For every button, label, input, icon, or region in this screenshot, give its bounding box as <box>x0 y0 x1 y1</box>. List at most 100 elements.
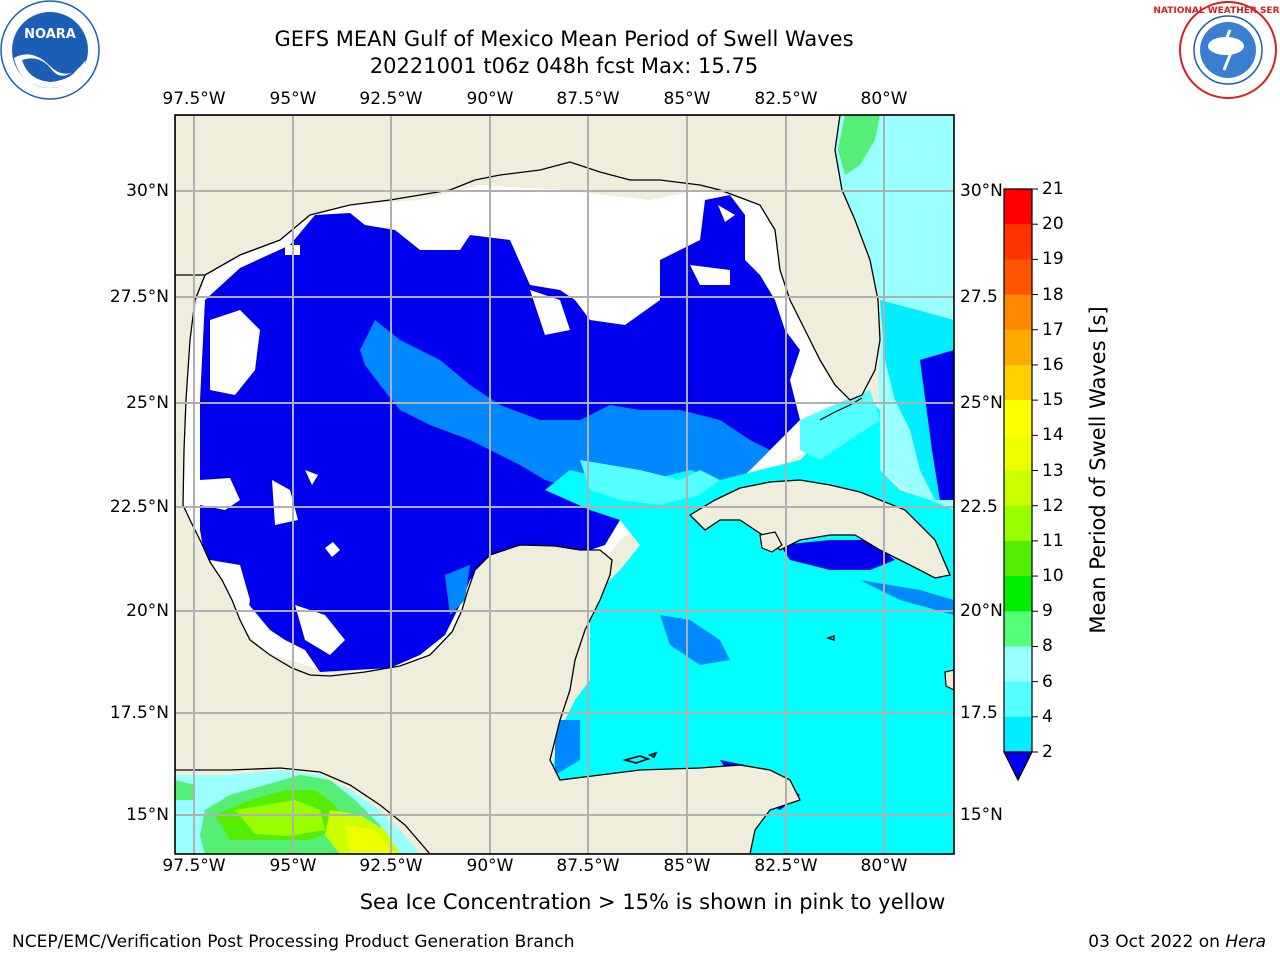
swell-hole-2 <box>200 478 240 510</box>
colorbar-tick-label: 16 <box>1042 354 1064 375</box>
lat-label-right: 20°N <box>960 601 1003 621</box>
footer-host: Hera <box>1225 932 1266 952</box>
colorbar-bin <box>1004 540 1032 577</box>
colorbar-bin <box>1004 576 1032 612</box>
colorbar-tick-label: 8 <box>1042 636 1053 657</box>
colorbar-tick-label: 11 <box>1042 530 1064 551</box>
swell-6-8-straits <box>800 390 880 460</box>
swell-2-4-cuba-south <box>780 540 895 570</box>
colorbar-bin <box>1004 716 1032 753</box>
lon-label-bottom: 95°W <box>269 856 317 876</box>
swell-hole-9 <box>718 205 735 222</box>
lat-label-left: 27.5°N <box>109 287 169 307</box>
land-bay-islands <box>621 755 651 764</box>
lon-label-bottom: 92.5°W <box>359 856 423 876</box>
lat-label-left: 30°N <box>126 181 169 201</box>
colorbar-tick-label: 21 <box>1042 179 1064 199</box>
lon-label-bottom: 97.5°W <box>162 856 226 876</box>
swell-4-6-belize <box>555 720 580 775</box>
colorbar-bin <box>1004 329 1032 366</box>
lon-label-top: 82.5°W <box>754 89 818 109</box>
colorbar-bin <box>1004 435 1032 471</box>
footer-date: 03 Oct 2022 on Hera <box>1088 932 1266 952</box>
swell-hole-8 <box>530 290 570 335</box>
colorbar-bin <box>1004 224 1032 260</box>
swell-hole-10 <box>690 265 730 285</box>
colorbar-tick-label: 17 <box>1042 319 1064 340</box>
swell-2-4-bahamas <box>920 350 954 500</box>
colorbar-tick-label: 10 <box>1042 566 1064 587</box>
colorbar-tick-label: 18 <box>1042 284 1064 305</box>
map-frame <box>174 114 955 855</box>
colorbar-tick-label: 4 <box>1042 706 1053 727</box>
colorbar-bin <box>1004 681 1032 718</box>
colorbar-bin <box>1004 646 1032 683</box>
lat-label-right: 25°N <box>960 393 1003 413</box>
lat-label-right: 27.5 <box>960 287 998 307</box>
lon-label-top: 90°W <box>466 89 514 109</box>
land-isla-juventud <box>759 531 783 553</box>
swell-9-10-atlantic <box>838 115 880 175</box>
nws-logo: NATIONAL WEATHER SERVICE <box>1153 1 1280 99</box>
lat-label-right: 17.5 <box>960 703 998 723</box>
land-cayman <box>825 635 835 641</box>
colorbar-bin <box>1004 505 1032 542</box>
map-area <box>175 115 954 854</box>
colorbar-title: Mean Period of Swell Waves [s] <box>1086 306 1110 634</box>
noaa-logo-name: NOARA <box>24 27 76 42</box>
colorbar-tick-label: 13 <box>1042 460 1064 481</box>
map-gridlines <box>175 115 954 854</box>
colorbar-tick-label: 9 <box>1042 601 1053 622</box>
colorbar-tick-label: 6 <box>1042 671 1053 692</box>
map-subtitle: 20221001 t06z 048h fcst Max: 15.75 <box>369 54 759 78</box>
lon-label-top: 97.5°W <box>162 89 226 109</box>
swell-hole-7 <box>295 605 345 655</box>
colorbar-bin <box>1004 400 1032 436</box>
land-mexico <box>175 115 801 854</box>
lon-label-top: 95°W <box>269 89 317 109</box>
colorbar-tick-label: 14 <box>1042 425 1064 446</box>
land-florida-keys <box>819 397 863 421</box>
swell-4-6-band <box>360 320 770 505</box>
lat-label-right: 15°N <box>960 805 1003 825</box>
lon-label-bottom: 85°W <box>663 856 711 876</box>
lat-label-left: 15°N <box>126 805 169 825</box>
colorbar-tick-label: 19 <box>1042 249 1064 270</box>
swell-9-10-pacific-edge <box>175 780 195 800</box>
footer-date-text: 03 Oct 2022 on <box>1088 932 1220 952</box>
footer-credit: NCEP/EMC/Verification Post Processing Pr… <box>12 932 575 952</box>
colorbar-bin <box>1004 611 1032 647</box>
lon-label-bottom: 82.5°W <box>754 856 818 876</box>
lat-label-right: 22.5 <box>960 497 998 517</box>
colorbar-bin <box>1004 259 1032 296</box>
swell-6-8-light <box>580 460 720 505</box>
lon-label-top: 80°W <box>860 89 908 109</box>
colorbar-bin <box>1004 189 1032 225</box>
lon-label-top: 92.5°W <box>359 89 423 109</box>
swell-4-6-carib-1 <box>660 615 730 665</box>
land-usa <box>175 115 881 401</box>
lon-label-bottom: 90°W <box>466 856 514 876</box>
noaa-logo: NOARA <box>0 0 100 100</box>
swell-hole-4 <box>305 470 318 485</box>
lat-label-left: 20°N <box>126 601 169 621</box>
lat-label-left: 22.5°N <box>109 497 169 517</box>
lat-label-left: 17.5°N <box>109 703 169 723</box>
colorbar <box>1003 188 1038 753</box>
colorbar-tick-label: 20 <box>1042 214 1064 235</box>
colorbar-extend-arrow <box>1003 751 1033 782</box>
colorbar-bin <box>1004 294 1032 331</box>
swell-14-15-pacific <box>345 825 395 854</box>
colorbar-bin <box>1004 470 1032 507</box>
sea-ice-note: Sea Ice Concentration > 15% is shown in … <box>359 890 946 914</box>
swell-hole-3 <box>272 480 298 525</box>
lon-label-top: 85°W <box>663 89 711 109</box>
swell-hole-1 <box>210 310 260 395</box>
land-jamaica <box>944 669 954 691</box>
lon-label-top: 87.5°W <box>556 89 620 109</box>
map-title: GEFS MEAN Gulf of Mexico Mean Period of … <box>274 27 854 51</box>
nws-logo-ring-text: NATIONAL WEATHER SERVICE <box>1153 6 1280 16</box>
swell-12-13-pacific <box>235 800 325 836</box>
lon-label-bottom: 87.5°W <box>556 856 620 876</box>
